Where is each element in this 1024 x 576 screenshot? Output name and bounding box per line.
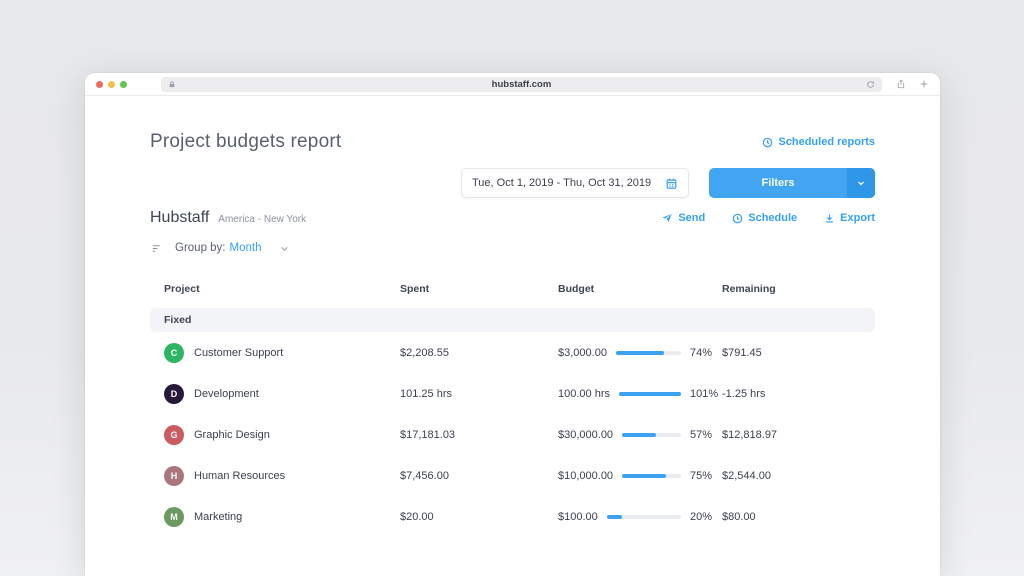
table-row[interactable]: H Human Resources $7,456.00 $10,000.00 7… — [150, 455, 875, 496]
remaining-value: -1.25 hrs — [722, 387, 766, 400]
table-body: C Customer Support $2,208.55 $3,000.00 7… — [150, 332, 875, 537]
spent-value: 101.25 hrs — [400, 387, 452, 400]
table-row[interactable]: M Marketing $20.00 $100.00 20% $80.00 — [150, 496, 875, 537]
column-header-budget: Budget — [558, 283, 595, 295]
project-avatar: M — [164, 506, 184, 527]
project-name: Graphic Design — [194, 428, 270, 441]
remaining-value: $12,818.97 — [722, 428, 778, 441]
clock-icon — [762, 137, 773, 148]
clock-icon — [732, 213, 743, 224]
budget-progress-bar — [622, 432, 681, 437]
group-by-label: Group by: — [175, 242, 226, 254]
budget-value: $100.00 — [558, 510, 598, 523]
group-label: Fixed — [164, 314, 192, 326]
organization-name: Hubstaff — [150, 209, 210, 226]
filters-dropdown-toggle[interactable] — [847, 168, 875, 198]
spent-value: $2,208.55 — [400, 346, 449, 359]
report-page: Project budgets report Scheduled reports… — [85, 131, 940, 537]
project-avatar: D — [164, 383, 184, 404]
table-header: Project Spent Budget Remaining — [150, 278, 875, 300]
page-title: Project budgets report — [150, 131, 342, 152]
url-text: hubstaff.com — [491, 78, 552, 90]
remaining-value: $80.00 — [722, 510, 756, 523]
lock-icon — [168, 80, 176, 89]
group-header-row: Fixed — [150, 308, 875, 332]
column-header-project: Project — [164, 283, 200, 295]
spent-value: $20.00 — [400, 510, 434, 523]
spent-value: $17,181.03 — [400, 428, 456, 441]
share-icon[interactable] — [896, 78, 906, 90]
table-row[interactable]: D Development 101.25 hrs 100.00 hrs 101%… — [150, 373, 875, 414]
budget-progress-bar — [622, 473, 681, 478]
budget-percent: 20% — [690, 510, 713, 523]
paper-plane-icon — [661, 212, 673, 224]
budget-percent: 75% — [690, 469, 713, 482]
budgets-table: Project Spent Budget Remaining Fixed C C… — [150, 278, 875, 537]
address-bar[interactable]: hubstaff.com — [161, 76, 882, 92]
budget-percent: 101% — [690, 387, 719, 400]
budget-progress-bar — [618, 391, 681, 396]
budget-value: $3,000.00 — [558, 346, 607, 359]
export-button[interactable]: Export — [824, 212, 875, 224]
remaining-value: $2,544.00 — [722, 469, 771, 482]
download-icon — [824, 213, 835, 224]
project-avatar: G — [164, 424, 184, 445]
project-name: Marketing — [194, 510, 243, 523]
table-row[interactable]: C Customer Support $2,208.55 $3,000.00 7… — [150, 332, 875, 373]
schedule-button[interactable]: Schedule — [732, 212, 797, 224]
new-tab-icon[interactable] — [919, 79, 929, 89]
organization-timezone: America - New York — [218, 214, 307, 225]
budget-progress-bar — [606, 514, 681, 519]
budget-value: 100.00 hrs — [558, 387, 610, 400]
close-window-button[interactable] — [96, 80, 103, 88]
remaining-value: $791.45 — [722, 346, 762, 359]
table-row[interactable]: G Graphic Design $17,181.03 $30,000.00 5… — [150, 414, 875, 455]
refresh-icon[interactable] — [866, 80, 875, 89]
column-header-spent: Spent — [400, 283, 430, 295]
budget-value: $10,000.00 — [558, 469, 614, 482]
project-avatar: C — [164, 342, 184, 363]
budget-progress-bar — [615, 350, 681, 355]
chevron-down-icon[interactable] — [279, 243, 290, 254]
date-range-value: Tue, Oct 1, 2019 - Thu, Oct 31, 2019 — [472, 177, 652, 189]
column-header-remaining: Remaining — [722, 283, 776, 295]
budget-percent: 57% — [690, 428, 713, 441]
group-by-value[interactable]: Month — [229, 242, 262, 254]
minimize-window-button[interactable] — [108, 80, 115, 88]
filters-button[interactable]: Filters — [709, 168, 875, 198]
filters-label: Filters — [761, 177, 795, 189]
spent-value: $7,456.00 — [400, 469, 449, 482]
project-name: Development — [194, 387, 259, 400]
calendar-icon — [665, 177, 678, 190]
browser-window: hubstaff.com Project budgets report Sche… — [85, 73, 940, 576]
budget-percent: 74% — [690, 346, 713, 359]
date-range-picker[interactable]: Tue, Oct 1, 2019 - Thu, Oct 31, 2019 — [461, 168, 689, 198]
window-controls — [96, 80, 127, 88]
sort-lines-icon — [150, 243, 163, 254]
scheduled-reports-link[interactable]: Scheduled reports — [762, 136, 875, 148]
project-name: Customer Support — [194, 346, 284, 359]
project-name: Human Resources — [194, 469, 286, 482]
browser-toolbar: hubstaff.com — [85, 73, 940, 96]
zoom-window-button[interactable] — [120, 80, 127, 88]
project-avatar: H — [164, 465, 184, 486]
send-button[interactable]: Send — [661, 212, 705, 224]
budget-value: $30,000.00 — [558, 428, 614, 441]
